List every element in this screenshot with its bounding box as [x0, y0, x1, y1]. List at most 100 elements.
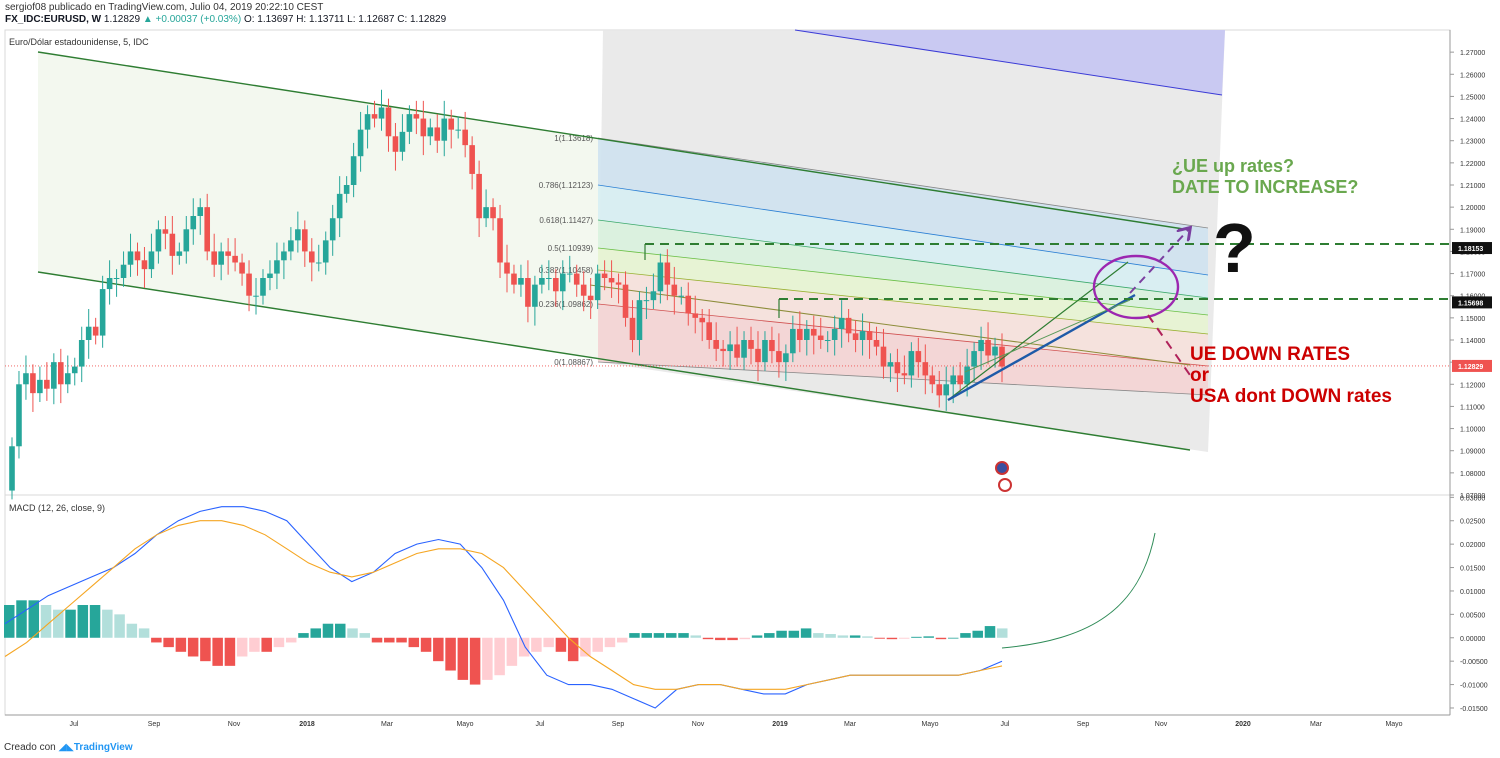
macd-histogram-bar [678, 633, 689, 638]
fib-level-label: 0.618(1.11427) [539, 216, 593, 225]
fib-level-label: 0.236(1.09862) [539, 300, 594, 309]
fib-top-line [794, 29, 1223, 96]
candle-body [85, 326, 92, 340]
candle-body [92, 326, 99, 336]
candle-body [378, 107, 385, 119]
up-arrow-path [1129, 229, 1189, 294]
candle-body [887, 362, 894, 367]
candle-body [553, 278, 559, 292]
candle-body [831, 328, 838, 340]
candle-body [71, 366, 78, 374]
time-axis-label: Sep [612, 721, 625, 728]
price-tag [1452, 242, 1492, 255]
down-arrow-path [1147, 314, 1193, 379]
candle-body [803, 328, 810, 340]
macd-histogram-bar [151, 637, 162, 643]
candle-body [78, 340, 85, 367]
candle-body [141, 260, 148, 270]
tradingview-logo-icon[interactable]: ◢◣ [58, 742, 74, 753]
footer: Creado con ◢◣TradingView [4, 742, 133, 753]
macd-histogram-bar [200, 637, 211, 662]
macd-axis-label: 0.00000 [1460, 636, 1485, 643]
candle-body [9, 446, 15, 491]
price-tag-label: 1.15698 [1458, 300, 1483, 307]
candle-body [127, 251, 134, 265]
macd-histogram-bar [469, 637, 481, 685]
time-axis-label: Sep [148, 721, 161, 728]
macd-histogram-bar [77, 605, 89, 638]
macd-histogram-bar [715, 637, 726, 641]
candle-body [629, 317, 636, 340]
macd-histogram-bar [960, 633, 971, 638]
fib-band [598, 304, 1208, 395]
blue-trend-line [947, 293, 1136, 402]
macd-histogram-bar [89, 605, 101, 638]
candle-body [336, 193, 343, 219]
macd-histogram-bar [65, 609, 76, 638]
candle-body [978, 340, 984, 352]
time-axis-label: 2019 [772, 721, 788, 728]
price-axis-label: 1.21000 [1460, 183, 1485, 190]
question-mark: ? [1213, 209, 1256, 287]
macd-histogram-bar [935, 637, 947, 640]
fib-level-line [597, 247, 1209, 316]
macd-histogram-bar [212, 637, 223, 666]
candle-body [999, 346, 1005, 367]
candle-body [99, 289, 106, 336]
time-axis-label: Mayo [921, 721, 938, 728]
macd-histogram-bar [984, 626, 996, 638]
candle-body [329, 218, 336, 241]
time-axis-label: Mar [844, 721, 857, 728]
candle-body [580, 284, 587, 296]
macd-axis-label: 0.01500 [1460, 566, 1485, 573]
candle-body [936, 384, 943, 396]
candle-body [643, 300, 650, 302]
candle-body [413, 114, 420, 119]
candle-body [204, 207, 211, 252]
candle-body [532, 284, 538, 307]
macd-histogram-bar [543, 637, 554, 648]
price-pane-title: Euro/Dólar estadounidense, 5, IDC [9, 37, 149, 47]
macd-histogram-bar [862, 636, 873, 638]
price-axis-label: 1.09000 [1460, 449, 1485, 456]
fib-level-label: 0.786(1.12123) [539, 181, 594, 190]
fib-level-line [597, 361, 1209, 396]
event-us-flag-icon [998, 478, 1012, 492]
down-rates-annotation: UE DOWN RATES or USA dont DOWN rates [1190, 344, 1392, 407]
candle-body [985, 340, 991, 356]
macd-histogram-bar [764, 633, 775, 638]
candle-body [420, 118, 427, 137]
brand-name[interactable]: TradingView [73, 742, 133, 753]
candle-body [511, 273, 517, 285]
time-axis-label: 2020 [1235, 721, 1251, 728]
candle-body [427, 127, 434, 137]
down-line3: USA dont DOWN rates [1190, 386, 1392, 407]
macd-histogram-bar [825, 634, 836, 638]
candle-body [566, 273, 573, 275]
macd-axis-label: -0.01000 [1460, 683, 1488, 690]
macd-histogram-bar [567, 637, 579, 662]
price-axis-label: 1.27000 [1460, 50, 1485, 57]
symbol-name[interactable]: FX_IDC:EURUSD, W [5, 14, 102, 25]
candle-body [134, 251, 141, 261]
candle-body [267, 273, 273, 278]
macd-histogram-bar [224, 637, 236, 666]
candle-body [371, 114, 378, 119]
candle-body [859, 331, 866, 340]
macd-histogram-bar [371, 637, 383, 643]
candle-body [106, 278, 113, 290]
candle-body [922, 362, 929, 376]
candle-body [573, 273, 580, 285]
macd-histogram-bar [335, 623, 346, 638]
candle-body [434, 127, 441, 141]
candle-body [462, 129, 468, 146]
candle-body [162, 229, 169, 234]
time-axis-label: Mayo [456, 721, 473, 728]
macd-histogram-bar [175, 637, 187, 652]
time-axis-label: Nov [228, 721, 241, 728]
candle-body [992, 346, 998, 356]
candle-body [211, 251, 217, 265]
candle-body [322, 240, 329, 263]
candle-body [615, 282, 622, 285]
